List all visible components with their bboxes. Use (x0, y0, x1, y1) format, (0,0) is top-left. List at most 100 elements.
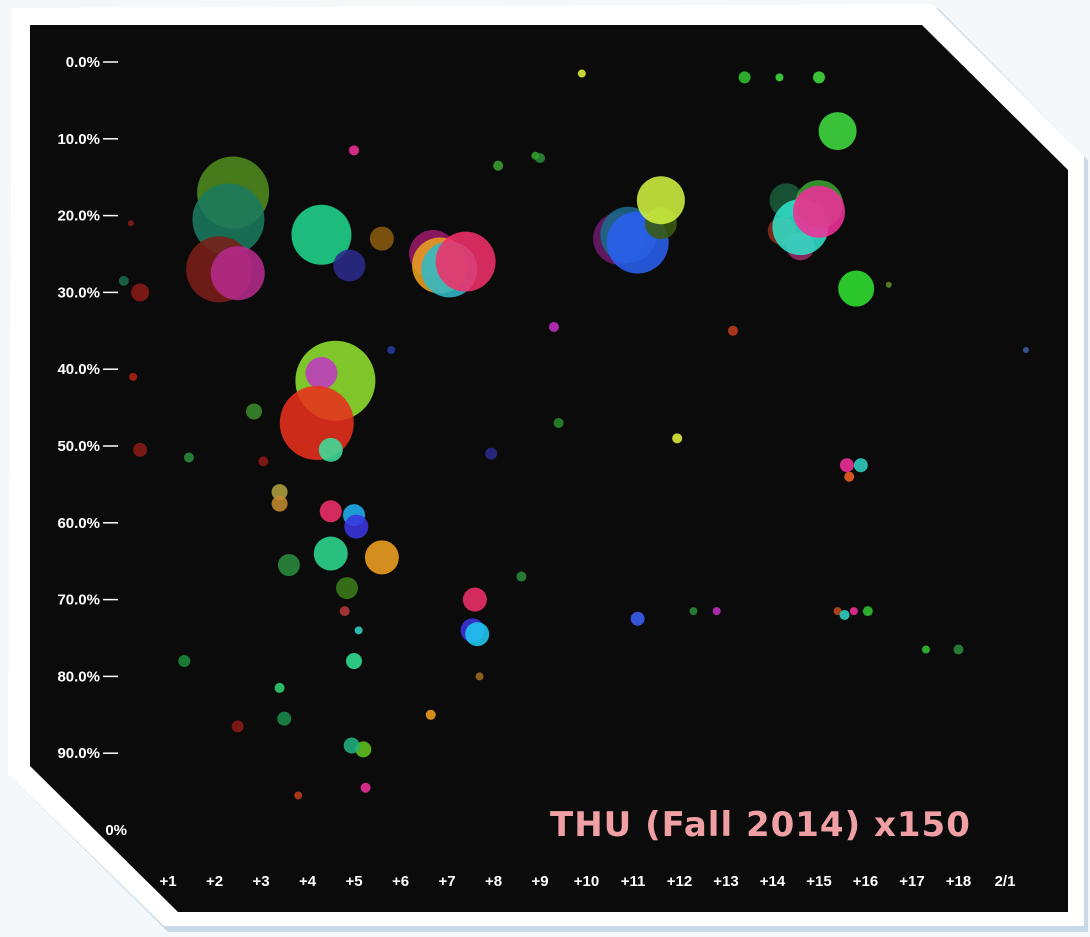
bubble-48 (131, 283, 150, 302)
bubble-87 (689, 607, 698, 616)
bubble-38 (793, 185, 845, 238)
y-tick-label: 0.0% (66, 54, 100, 71)
bubble-44 (630, 611, 645, 626)
bubble-27 (465, 622, 490, 647)
bubble-70 (953, 644, 964, 655)
x-tick-label: +7 (438, 873, 455, 890)
x-tick-label: +17 (899, 873, 924, 890)
bubble-76 (548, 321, 559, 332)
x-tick-label: +11 (621, 873, 646, 890)
x-tick-label: +3 (252, 873, 269, 890)
x-tick-label: +5 (345, 873, 362, 890)
x-tick-label: +13 (713, 873, 738, 890)
bubble-63 (277, 711, 292, 726)
x-tick-label: +8 (485, 873, 502, 890)
bubble-68 (839, 609, 850, 620)
x-tick-label: +12 (667, 873, 692, 890)
y-tick-label: 30.0% (57, 284, 100, 301)
bubble-layer (118, 69, 1029, 800)
bubble-47 (775, 73, 784, 82)
bubble-80 (294, 791, 303, 800)
bubble-39 (818, 112, 857, 151)
y-tick-label: 70.0% (57, 592, 100, 609)
x-tick-label: +15 (806, 873, 831, 890)
y-tick-label: 80.0% (57, 668, 100, 685)
y-tick-label: 90.0% (57, 745, 100, 762)
bubble-82 (339, 606, 350, 617)
bubble-73 (258, 456, 269, 467)
y-tick-label: 0% (105, 822, 127, 839)
bubble-67 (862, 606, 873, 617)
bubble-17 (336, 577, 359, 600)
x-tick-label: 2/1 (995, 873, 1016, 890)
bubble-89 (475, 672, 484, 681)
bubble-85 (1022, 347, 1029, 353)
bubble-16 (277, 554, 300, 577)
bubble-20 (246, 403, 263, 420)
bubble-5 (333, 249, 366, 282)
bubble-86 (712, 607, 721, 616)
watermark-label: THU (Fall 2014) x150 (550, 805, 971, 845)
bubble-53 (346, 653, 362, 670)
bubble-52 (118, 275, 129, 286)
bubble-56 (360, 782, 371, 793)
bubble-58 (672, 433, 683, 444)
bubble-6 (369, 226, 394, 251)
x-tick-label: +2 (206, 873, 223, 890)
bubble-59 (516, 571, 527, 582)
bubble-8 (305, 357, 338, 390)
bubble-1 (192, 183, 265, 256)
y-tick-label: 40.0% (57, 361, 100, 378)
y-tick-label: 50.0% (57, 438, 100, 455)
y-tick-label: 20.0% (57, 208, 100, 225)
bubble-66 (849, 607, 858, 616)
bubble-40 (838, 270, 875, 307)
x-tick-label: +18 (946, 873, 971, 890)
bubble-25 (462, 587, 487, 612)
bubble-74 (183, 452, 194, 463)
x-tick-label: +9 (531, 873, 548, 890)
bubble-88 (531, 151, 540, 160)
bubble-51 (127, 220, 134, 227)
bubble-64 (727, 325, 738, 336)
bubble-81 (274, 682, 285, 693)
bubble-3 (210, 246, 265, 301)
bubble-4 (291, 204, 352, 265)
bubble-32 (636, 176, 685, 225)
bubble-46 (738, 71, 751, 84)
bubble-49 (133, 442, 148, 457)
bubble-42 (853, 458, 868, 473)
bubble-50 (129, 372, 138, 381)
bubble-75 (387, 346, 396, 354)
bubble-11 (319, 500, 342, 523)
bubble-84 (885, 281, 892, 288)
x-tick-label: +16 (853, 873, 878, 890)
bubble-14 (313, 536, 348, 571)
bubble-18 (271, 484, 288, 501)
bubble-69 (921, 645, 930, 654)
bubble-19 (271, 495, 288, 512)
y-tick-label: 60.0% (57, 515, 100, 532)
y-tick-label: 10.0% (57, 131, 100, 148)
bubble-57 (178, 655, 191, 668)
bubble-79 (577, 69, 586, 78)
bubble-55 (343, 737, 360, 754)
bubble-71 (349, 145, 359, 156)
x-tick-label: +10 (574, 873, 599, 890)
bubble-43 (844, 471, 855, 482)
bubble-60 (493, 160, 504, 171)
bubble-41 (839, 458, 854, 473)
x-tick-label: +14 (760, 873, 786, 890)
bubble-62 (425, 709, 436, 720)
bubble-13 (344, 514, 369, 539)
bubble-78 (553, 417, 564, 428)
x-tick-label: +1 (159, 873, 176, 890)
x-tick-label: +6 (392, 873, 409, 890)
bubble-15 (364, 540, 399, 575)
bubble-10 (318, 437, 343, 462)
x-axis: +1 +2 +3 +4 +5 +6 +7 +8 +9 +10 +11 +12 +13 +14 +15 +16 +… (159, 873, 1015, 890)
bubble-24 (435, 231, 496, 292)
bubble-72 (231, 720, 244, 733)
bubble-61 (485, 447, 498, 460)
